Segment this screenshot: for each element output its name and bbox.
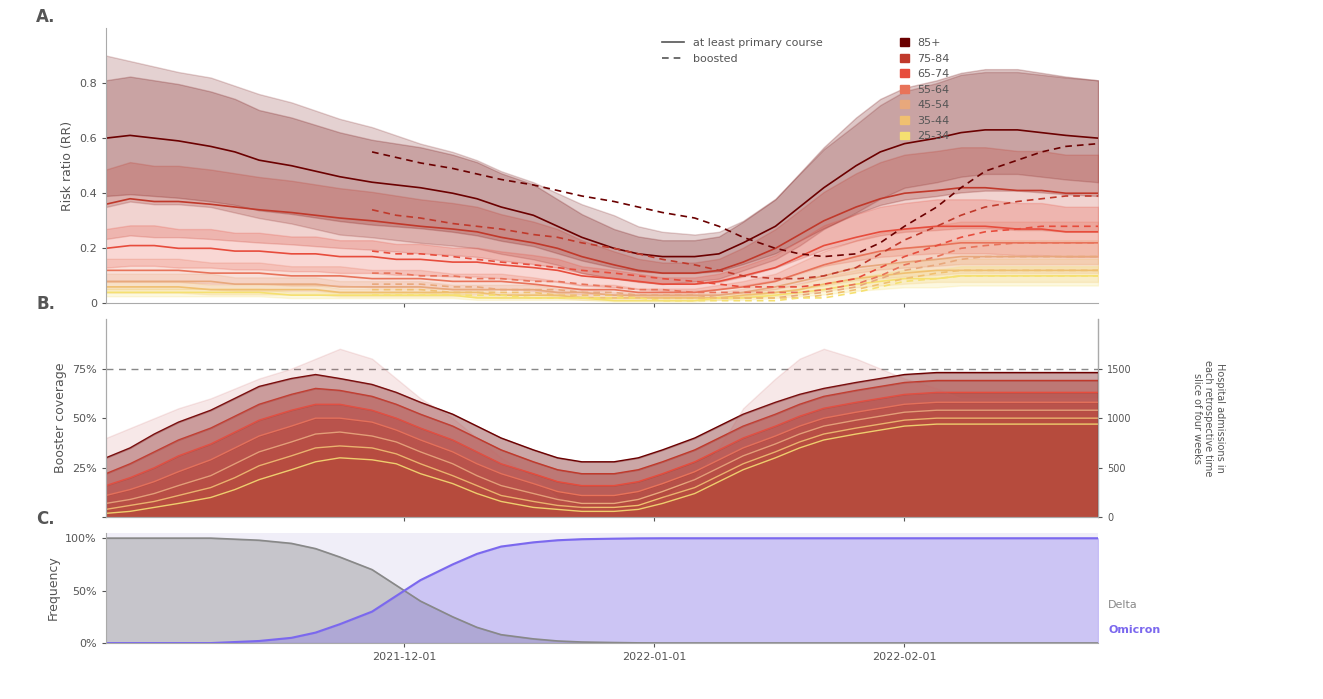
Y-axis label: Hospital admissions in
each retrospective time
slice of four weeks: Hospital admissions in each retrospectiv… — [1192, 360, 1225, 476]
Text: C.: C. — [37, 510, 56, 528]
Text: B.: B. — [37, 295, 56, 313]
Y-axis label: Risk ratio (RR): Risk ratio (RR) — [61, 121, 74, 211]
Text: Omicron: Omicron — [1107, 625, 1160, 635]
Text: A.: A. — [37, 8, 56, 27]
Text: Delta: Delta — [1107, 600, 1138, 610]
Legend: 85+, 75-84, 65-74, 55-64, 45-54, 35-44, 25-34: 85+, 75-84, 65-74, 55-64, 45-54, 35-44, … — [896, 34, 954, 145]
Y-axis label: Booster coverage: Booster coverage — [53, 363, 66, 473]
Y-axis label: Frequency: Frequency — [46, 556, 60, 621]
